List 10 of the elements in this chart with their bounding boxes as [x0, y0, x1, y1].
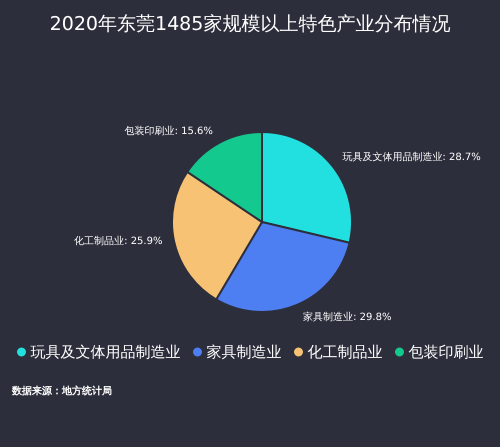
data-label: 玩具及文体用品制造业: 28.7%: [342, 150, 481, 163]
legend-label: 家具制造业: [206, 343, 282, 361]
legend-label: 化工制品业: [308, 343, 382, 361]
data-label: 家具制造业: 29.8%: [303, 311, 392, 324]
data-label: 化工制品业: 25.9%: [74, 235, 162, 248]
data-label: 包装印刷业: 15.6%: [124, 124, 213, 137]
legend-label: 包装印刷业: [408, 343, 484, 361]
legend-label: 玩具及文体用品制造业: [30, 343, 180, 361]
chart-title: 2020年东莞1485家规模以上特色产业分布情况: [50, 13, 450, 35]
source-note: 数据来源：地方统计局: [11, 385, 112, 397]
